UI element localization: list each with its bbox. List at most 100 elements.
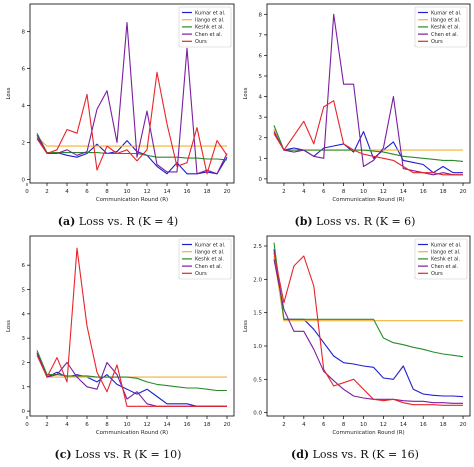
y-tick-label: 4 <box>22 103 26 109</box>
legend-box <box>178 238 232 280</box>
axes-frame <box>266 3 471 184</box>
x-tick-label: 4 <box>65 422 69 428</box>
y-axis-label: Loss <box>6 87 12 99</box>
legend-label: Ours <box>431 39 443 45</box>
x-tick-label: 0 <box>25 189 29 195</box>
y-tick-label: 4 <box>259 95 263 101</box>
x-tick-label: 8 <box>342 189 346 195</box>
y-tick-label: 6 <box>259 53 263 59</box>
caption-c: (c) Loss vs. R (K = 10) <box>55 448 182 461</box>
series-line-ilango-et-al <box>36 352 227 378</box>
x-tick-label: 6 <box>322 189 326 195</box>
x-tick-label: 4 <box>65 189 69 195</box>
x-axis-label: Communication Round (R) <box>332 197 404 203</box>
y-tick-label: 5 <box>259 74 263 80</box>
y-tick-label: 5 <box>22 288 26 294</box>
x-tick-label: 8 <box>105 422 109 428</box>
legend-label: Kumar et al. <box>431 10 462 16</box>
legend-label: Chen et al. <box>195 32 223 38</box>
y-tick-label: 3 <box>22 336 26 342</box>
series-line-keshk-et-al <box>273 242 464 358</box>
x-tick-label: 14 <box>164 189 171 195</box>
y-tick-label: 0 <box>259 177 263 183</box>
series-line-ours <box>273 100 463 176</box>
x-tick-label: 16 <box>184 189 191 195</box>
y-tick-label: 2 <box>22 140 26 146</box>
legend-label: Kumar et al. <box>195 242 226 248</box>
series-line-ours <box>36 247 227 407</box>
x-tick-label: 6 <box>322 422 326 428</box>
y-tick-label: 2 <box>259 136 263 142</box>
y-tick-label: 8 <box>259 12 263 18</box>
panel-d: 2 4 6 8 10 12 14 16 18 20 0.0 0.5 1.0 1.5 2.0 2.5 Commun… <box>243 235 471 436</box>
y-tick-label: 4 <box>22 312 26 318</box>
series-line-ilango-et-al <box>273 255 463 322</box>
caption-a: (a) Loss vs. R (K = 4) <box>58 215 178 228</box>
x-tick-label: 20 <box>460 189 467 195</box>
legend-label: Chen et al. <box>431 264 459 270</box>
series-line-keshk-et-al <box>273 125 464 162</box>
legend-label: Ours <box>195 271 207 277</box>
x-axis-label: Communication Round (R) <box>332 430 404 436</box>
x-axis-label: Communication Round (R) <box>96 197 168 203</box>
x-tick-label: 0 <box>25 422 29 428</box>
y-axis-label: Loss <box>6 320 12 332</box>
legend-label: Ours <box>431 271 443 277</box>
x-axis-label: Communication Round (R) <box>96 430 168 436</box>
x-tick-label: 18 <box>204 189 211 195</box>
y-tick-label: 7 <box>259 33 263 39</box>
x-tick-label: 12 <box>380 189 387 195</box>
legend-label: Keshk et al. <box>195 25 224 31</box>
legend-box <box>178 6 232 48</box>
legend-label: Ilango et al. <box>195 18 225 24</box>
legend-box <box>414 6 468 48</box>
y-tick-label: 2.0 <box>253 277 262 283</box>
y-tick-label: 1.0 <box>253 344 262 350</box>
legend-box <box>414 238 468 280</box>
caption-d: (d) Loss vs. R (K = 16) <box>291 448 419 461</box>
y-tick-label: 1.5 <box>253 311 262 317</box>
legend-label: Chen et al. <box>431 32 459 38</box>
x-tick-label: 14 <box>400 422 407 428</box>
x-tick-label: 2 <box>282 189 286 195</box>
x-tick-label: 10 <box>360 189 367 195</box>
legend-label: Keshk et al. <box>431 257 460 263</box>
legend-label: Ilango et al. <box>431 18 461 24</box>
series-line-keshk-et-al <box>36 350 227 392</box>
x-tick-label: 10 <box>360 422 367 428</box>
legend-label: Ilango et al. <box>431 250 461 256</box>
legend-label: Chen et al. <box>195 264 223 270</box>
x-tick-label: 6 <box>85 189 89 195</box>
x-tick-label: 20 <box>460 422 467 428</box>
x-tick-label: 20 <box>224 189 231 195</box>
y-tick-label: 2.5 <box>253 244 262 250</box>
x-tick-label: 14 <box>164 422 171 428</box>
x-tick-label: 8 <box>342 422 346 428</box>
panel-a: 0 2 4 6 8 10 12 14 16 18 20 0 2 4 6 8 Communication Roun… <box>6 3 235 203</box>
caption-b: (b) Loss vs. R (K = 6) <box>295 215 416 228</box>
legend-label: Ours <box>195 39 207 45</box>
legend-label: Kumar et al. <box>195 10 226 16</box>
y-tick-label: 2 <box>22 360 26 366</box>
x-tick-label: 10 <box>124 422 131 428</box>
y-axis-label: Loss <box>243 87 249 99</box>
series-line-ilango-et-al <box>36 136 227 147</box>
series-line-chen-et-al <box>273 13 463 176</box>
x-tick-label: 8 <box>105 189 109 195</box>
y-tick-label: 0 <box>22 409 26 415</box>
x-tick-label: 2 <box>282 422 286 428</box>
y-tick-label: 3 <box>259 115 263 121</box>
x-tick-label: 12 <box>380 422 387 428</box>
y-tick-label: 0.5 <box>253 377 262 383</box>
series-line-chen-et-al <box>36 21 228 175</box>
axes-frame <box>29 3 235 184</box>
x-tick-label: 10 <box>124 189 131 195</box>
series-line-ilango-et-al <box>273 129 463 151</box>
series-line-ours <box>273 252 463 406</box>
y-tick-label: 1 <box>259 156 263 162</box>
x-tick-label: 16 <box>420 422 427 428</box>
legend-label: Kumar et al. <box>431 242 462 248</box>
